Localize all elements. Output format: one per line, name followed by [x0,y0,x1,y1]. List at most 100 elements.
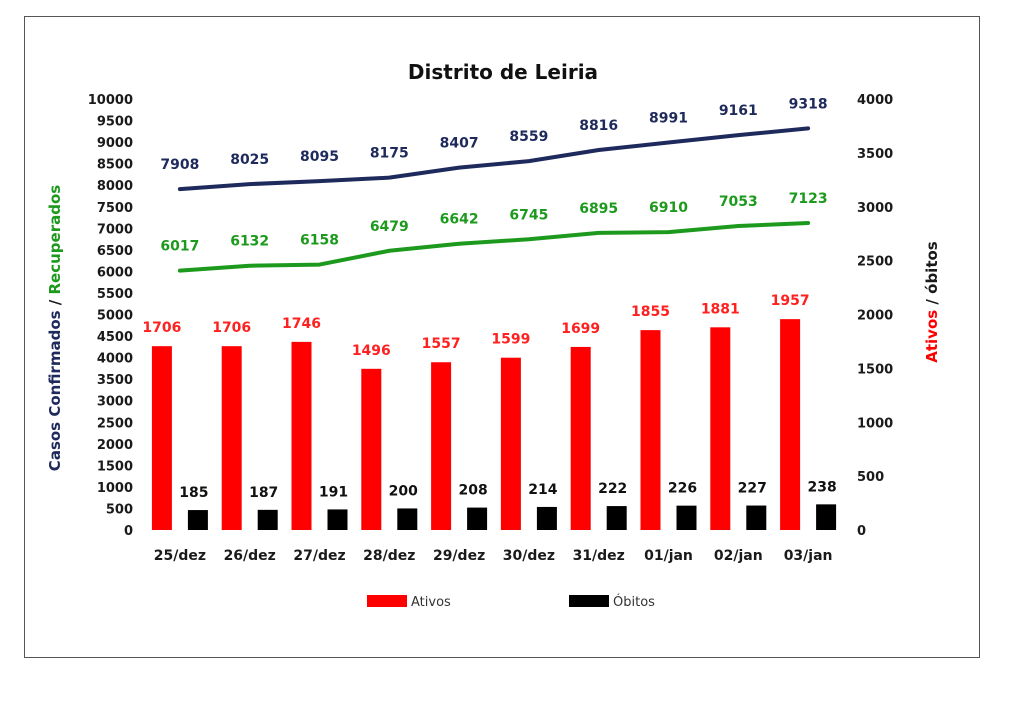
bar-ativos [640,330,661,530]
data-label-obitos: 222 [598,481,627,497]
right-tick-label: 1500 [857,362,893,377]
data-label-ativos: 1706 [142,320,181,336]
right-axis-ticks: 0 500 1000 1500 2000 2500 3000 3500 4000 [857,93,893,539]
left-tick-label: 3500 [97,373,133,388]
data-label-recuperados: 6017 [160,239,199,255]
bar-obitos [676,505,697,530]
category-label: 03/jan [784,548,833,564]
data-label-ativos: 1599 [491,332,530,348]
bar-series [151,319,837,530]
data-label-confirmados: 8175 [370,146,409,162]
legend: Ativos Óbitos [367,594,655,610]
bar-obitos [187,510,208,530]
right-axis-title-obitos: óbitos [923,241,941,294]
bar-obitos [467,507,488,530]
data-label-ativos: 1706 [212,320,251,336]
data-label-confirmados: 9318 [789,96,828,112]
data-label-ativos: 1699 [561,321,600,337]
left-axis-title-recuperados: Recuperados [46,185,64,295]
right-axis-title-separator: / [923,294,941,310]
data-label-recuperados: 6910 [649,200,688,216]
left-tick-label: 5500 [97,287,133,302]
left-tick-label: 1500 [97,459,133,474]
chart-title: Distrito de Leiria [408,60,598,84]
right-tick-label: 1000 [857,416,893,431]
category-label: 28/dez [363,548,415,564]
category-label: 29/dez [433,548,485,564]
left-axis-title-confirmados: Casos Confirmados [46,310,64,471]
data-label-recuperados: 6745 [509,207,548,223]
data-label-recuperados: 7053 [719,194,758,210]
data-label-confirmados: 8816 [579,118,618,134]
bar-obitos [397,508,418,530]
data-label-recuperados: 6479 [370,219,409,235]
category-label: 31/dez [573,548,625,564]
data-label-ativos: 1557 [422,336,461,352]
bar-obitos [816,504,837,530]
data-label-recuperados: 6158 [300,233,339,249]
bar-obitos [327,509,348,530]
data-label-ativos: 1957 [771,293,810,309]
chart-frame: Distrito de Leiria Casos Confirmados / R… [24,16,980,658]
right-tick-label: 0 [857,524,866,539]
bar-ativos [151,346,172,530]
category-label: 27/dez [293,548,345,564]
line-casos-confirmados [177,126,811,192]
data-label-recuperados: 6642 [440,212,479,228]
bar-ativos [500,357,521,530]
left-tick-label: 7000 [97,222,133,237]
bar-ativos [221,346,242,530]
right-axis-title-ativos: Ativos [923,310,941,363]
data-label-obitos: 238 [807,479,836,495]
left-tick-label: 3000 [97,395,133,410]
right-tick-label: 3000 [857,201,893,216]
data-label-confirmados: 8025 [230,152,269,168]
left-axis-title: Casos Confirmados / Recuperados [46,185,64,471]
data-label-confirmados: 9161 [719,103,758,119]
data-label-ativos: 1496 [352,343,391,359]
data-label-obitos: 187 [249,485,278,501]
left-tick-label: 500 [106,502,133,517]
right-axis-title: Ativos / óbitos [923,241,941,363]
left-tick-label: 2500 [97,416,133,431]
bar-ativos [291,341,312,530]
left-tick-label: 1000 [97,481,133,496]
data-label-confirmados: 8095 [300,149,339,165]
left-tick-label: 4000 [97,352,133,367]
bar-obitos [746,505,767,530]
bar-ativos [570,346,591,530]
data-label-confirmados: 8407 [440,136,479,152]
left-tick-label: 5000 [97,309,133,324]
left-tick-label: 2000 [97,438,133,453]
data-label-confirmados: 8559 [509,129,548,145]
data-label-obitos: 200 [389,483,418,499]
data-labels: 1706 1706 1746 1496 1557 1599 1699 1855 1881 1957… [142,96,836,501]
data-label-recuperados: 6132 [230,234,269,250]
data-label-confirmados: 7908 [160,157,199,173]
bar-obitos [257,509,278,530]
category-label: 02/jan [714,548,763,564]
data-label-ativos: 1881 [701,301,740,317]
category-label: 30/dez [503,548,555,564]
bar-ativos [431,362,452,530]
right-tick-label: 3500 [857,147,893,162]
data-label-obitos: 191 [319,484,348,500]
left-tick-label: 8500 [97,158,133,173]
data-label-confirmados: 8991 [649,110,688,126]
category-label: 01/jan [644,548,693,564]
left-tick-label: 0 [124,524,133,539]
left-tick-label: 7500 [97,201,133,216]
legend-swatch-obitos [569,595,609,607]
left-axis-title-separator: / [46,295,64,311]
data-label-obitos: 226 [668,481,697,497]
legend-label-ativos: Ativos [411,595,451,610]
legend-label-obitos: Óbitos [613,594,655,610]
category-label: 25/dez [154,548,206,564]
data-label-obitos: 185 [179,485,208,501]
bar-obitos [606,506,627,530]
right-tick-label: 2000 [857,309,893,324]
left-tick-label: 10000 [88,93,133,108]
data-label-recuperados: 7123 [789,191,828,207]
data-label-ativos: 1855 [631,304,670,320]
right-tick-label: 500 [857,470,884,485]
